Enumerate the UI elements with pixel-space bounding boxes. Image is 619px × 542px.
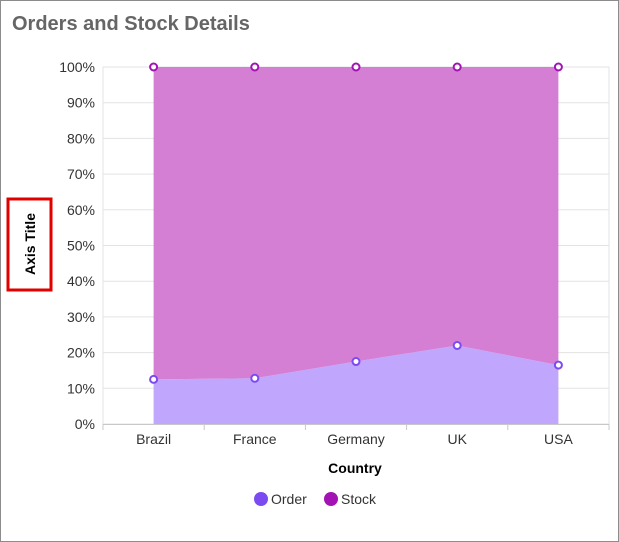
- data-point-order: [351, 357, 361, 367]
- area-order: [153, 345, 559, 424]
- data-point-order: [149, 374, 159, 384]
- data-point-order: [250, 373, 260, 383]
- x-tick-label: France: [233, 431, 277, 447]
- y-axis-title-highlight-box: [6, 197, 53, 292]
- x-axis-title: Country: [328, 460, 382, 476]
- y-axis-title: Axis Title: [22, 213, 38, 275]
- data-point-stock: [452, 62, 462, 72]
- y-tick-label: 60%: [67, 202, 95, 218]
- x-tick-label: Germany: [327, 431, 385, 447]
- data-point-stock: [250, 62, 260, 72]
- y-tick-label: 30%: [67, 309, 95, 325]
- y-tick-label: 10%: [67, 380, 95, 396]
- y-tick-label: 80%: [67, 130, 95, 146]
- y-tick-label: 90%: [67, 95, 95, 111]
- series-points: [149, 62, 563, 384]
- y-axis-labels: 0% 10% 20% 30% 40% 50% 60% 70% 80% 90% 100%: [59, 59, 95, 432]
- y-tick-label: 0%: [75, 416, 95, 432]
- data-point-stock: [553, 62, 563, 72]
- x-axis-labels: Brazil France Germany UK USA: [136, 431, 573, 447]
- y-tick-label: 70%: [67, 166, 95, 182]
- y-tick-label: 100%: [59, 59, 95, 75]
- data-point-order: [452, 340, 462, 350]
- y-tick-label: 20%: [67, 345, 95, 361]
- data-point-stock: [351, 62, 361, 72]
- series-areas: [153, 67, 559, 424]
- y-tick-label: 40%: [67, 273, 95, 289]
- x-tick-label: UK: [447, 431, 467, 447]
- x-tick-label: USA: [544, 431, 573, 447]
- legend-label-stock: Stock: [341, 491, 377, 507]
- area-stock: [153, 67, 559, 380]
- legend-marker-stock: [324, 492, 338, 506]
- data-point-stock: [149, 62, 159, 72]
- y-tick-label: 50%: [67, 238, 95, 254]
- chart-title: Orders and Stock Details: [12, 13, 250, 35]
- legend-label-order: Order: [271, 491, 307, 507]
- legend: Order Stock: [254, 491, 377, 507]
- x-tick-label: Brazil: [136, 431, 171, 447]
- data-point-order: [553, 360, 563, 370]
- legend-marker-order: [254, 492, 268, 506]
- axes: [102, 67, 610, 430]
